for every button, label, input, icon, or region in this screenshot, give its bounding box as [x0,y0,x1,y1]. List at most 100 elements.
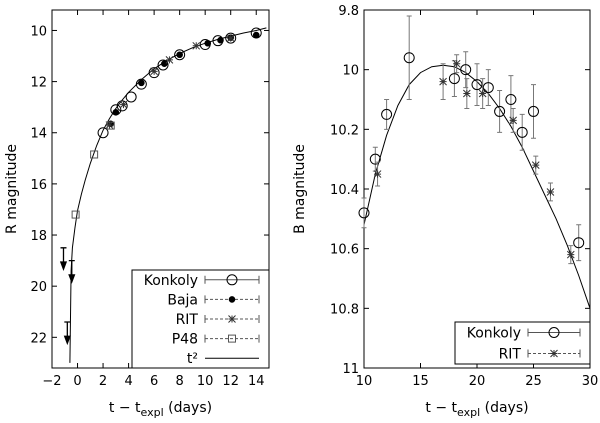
konkoly-point [505,94,517,105]
konkoly-errorbar [485,69,491,106]
p48-point [90,150,99,159]
konkoly-point [573,237,585,249]
legend-label: Konkoly [144,273,198,289]
legend-marker [228,334,236,343]
konkoly-point [381,108,393,120]
konkoly-point [97,127,109,139]
konkoly-point [157,59,169,71]
x-axis-title: t − texpl (days) [109,400,212,419]
upper-limits-point [63,335,71,346]
konkoly-errorbar [361,197,367,229]
legend-caps [204,334,260,343]
b-magnitude-panel: 10 15 20 25 30 9.8 10 10.2 10.4 10.6 10.8 11 t − tex… [292,4,598,419]
x-axis-title: t − texpl (days) [425,400,528,419]
y-tick-label: 10 [342,64,359,79]
x-tick-label: 8 [176,374,184,389]
rit-point [478,89,487,98]
baja-point [217,36,224,44]
legend-label: Baja [167,292,198,308]
konkoly-errorbar [406,15,412,100]
rit-point [566,250,575,259]
x-tick-label: 20 [469,374,486,389]
y-tick-label: 12 [30,76,47,91]
x-tick-label: 14 [248,374,265,389]
rit-point [531,161,540,169]
y-tick-label: 16 [30,178,47,193]
konkoly-point [448,73,460,85]
konkoly-errorbar [519,113,525,151]
y-tick-label: 9.8 [338,4,359,19]
rit-point [546,188,555,196]
konkoly-point [358,207,370,219]
konkoly-point [460,64,472,76]
legend-caps [204,275,260,284]
konkoly-point [471,79,483,91]
rit-point [439,77,447,86]
legend-caps [527,349,581,358]
konkoly-point [225,32,237,44]
konkoly-errorbar [531,84,536,139]
legend-marker [228,296,236,303]
x-tick-label: 6 [150,374,158,389]
rit-point [226,34,235,42]
legend-marker [228,315,236,323]
upper-limits-point [68,274,76,284]
x-tick-label: 0 [73,374,81,389]
baja-point [138,79,145,87]
x-tick-label: 10 [197,374,214,389]
rit-point [165,56,174,64]
y-tick-label: 20 [30,280,47,295]
x-tick-label: 30 [582,374,599,389]
konkoly-point [528,105,539,117]
p48-point [71,210,80,219]
konkoly-point [369,153,381,165]
konkoly-errorbar [463,51,469,89]
x-tick-label: 12 [222,374,239,389]
legend-caps [204,315,260,323]
rit-point [509,116,518,125]
x-tick-label: 4 [124,374,132,389]
legend-marker [550,349,558,358]
legend-label: RIT [176,312,199,328]
legend-caps [204,295,260,304]
legend-label: Konkoly [467,326,521,342]
konkoly-errorbar [384,99,390,130]
x-tick-label: 10 [356,374,373,389]
upper-limits-point [59,261,68,271]
rit-point [462,89,471,98]
y-tick-label: 10 [30,24,47,39]
baja-point [161,60,168,68]
legend-marker [226,274,238,286]
konkoly-point [174,49,186,61]
rit-point [150,67,158,76]
y-tick-label: 10.2 [330,123,359,138]
konkoly-errorbar [508,75,514,124]
konkoly-errorbar [497,90,503,133]
p48-point [106,121,115,130]
legend-box [454,321,591,365]
y-tick-label: 18 [30,229,47,244]
konkoly-errorbar [576,224,582,262]
x-tick-label: 15 [412,374,429,389]
baja-point [112,108,120,116]
rit-point [119,100,128,109]
konkoly-point [125,91,137,103]
konkoly-point [516,126,528,138]
rit-point [373,170,382,178]
rit-point [192,41,201,50]
y-tick-label: 11 [342,362,359,377]
konkoly-point [116,100,128,112]
legend-label: RIT [499,347,522,363]
legend-caps [527,328,581,337]
x-tick-label: −2 [42,374,61,389]
konkoly-point [494,105,506,117]
y-tick-label: 14 [30,127,47,142]
y-axis-title: R magnitude [4,144,20,234]
rit-point [105,121,114,129]
r-magnitude-panel: −2 0 2 4 6 8 10 12 14 10 12 14 16 18 20 22 t − texpl (da… [4,9,270,419]
konkoly-errorbar [451,60,457,98]
konkoly-errorbar [474,63,480,106]
x-tick-label: 2 [99,374,107,389]
konkoly-point [482,82,494,94]
